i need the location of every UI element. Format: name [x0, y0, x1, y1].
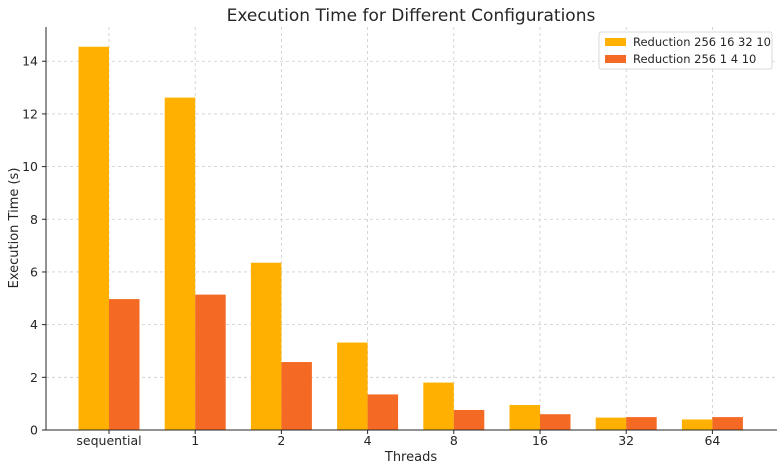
- x-tick-label: 8: [450, 433, 458, 448]
- bar-series-2-8: [453, 409, 485, 430]
- bar-series-2-1: [195, 294, 226, 430]
- bar-series-1-8: [423, 382, 454, 430]
- bar-series-2-64: [712, 417, 743, 430]
- bar-series-2-32: [626, 417, 657, 430]
- bars: [78, 46, 743, 430]
- legend-swatch-series-2: [605, 55, 626, 63]
- legend-label-series-2: Reduction 256 1 4 10: [633, 52, 756, 66]
- y-tick-label: 12: [22, 106, 38, 121]
- grid-lines: [46, 27, 777, 430]
- legend-label-series-1: Reduction 256 16 32 10: [633, 35, 771, 49]
- legend: Reduction 256 16 32 10 Reduction 256 1 4…: [598, 31, 773, 70]
- y-tick-label: 0: [30, 423, 38, 438]
- x-tick-label: 4: [364, 433, 372, 448]
- bar-series-2-sequential: [109, 299, 140, 430]
- y-tick-label: 14: [22, 54, 38, 69]
- y-tick-label: 8: [30, 212, 38, 227]
- x-axis-label: Threads: [384, 450, 437, 465]
- chart-title: Execution Time for Different Configurati…: [227, 6, 596, 26]
- y-axis-label: Execution Time (s): [7, 168, 22, 289]
- y-tick-label: 6: [30, 264, 38, 279]
- bar-series-1-32: [595, 417, 627, 430]
- y-tick-label: 2: [30, 370, 38, 385]
- bar-series-1-16: [509, 404, 540, 430]
- x-tick-label: 16: [532, 433, 548, 448]
- bar-series-1-64: [681, 419, 713, 430]
- y-tick-label: 4: [30, 317, 38, 332]
- x-tick-label: 32: [618, 433, 634, 448]
- x-tick-label: 2: [277, 433, 285, 448]
- y-ticks: 0 2 4 6 8 10 12 14: [22, 54, 46, 438]
- bar-series-2-4: [367, 394, 399, 430]
- bar-series-1-1: [164, 97, 196, 430]
- y-tick-label: 10: [22, 159, 38, 174]
- x-tick-label: 1: [191, 433, 199, 448]
- axes: [45, 27, 777, 431]
- bar-series-1-4: [337, 342, 368, 430]
- x-tick-label: 64: [704, 433, 720, 448]
- bar-series-2-16: [540, 414, 571, 430]
- legend-box: [598, 31, 773, 70]
- legend-swatch-series-1: [605, 38, 626, 46]
- x-tick-label: sequential: [76, 433, 141, 448]
- bar-series-1-2: [250, 262, 282, 430]
- bar-series-2-2: [281, 362, 312, 430]
- bar-series-1-sequential: [78, 46, 109, 430]
- x-ticks: sequential 1 2 4 8 16 32 64: [76, 430, 720, 448]
